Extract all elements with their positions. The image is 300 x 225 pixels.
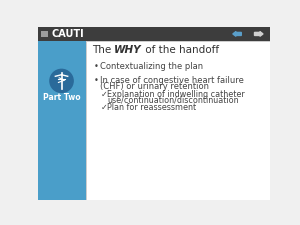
Text: ✓: ✓ [101, 90, 108, 99]
Bar [85, 41, 270, 200]
Text: use/continuation/discontinuation: use/continuation/discontinuation [107, 96, 239, 105]
Text: CAUTI: CAUTI [52, 29, 84, 39]
Text: In case of congestive heart failure: In case of congestive heart failure [100, 76, 243, 85]
Text: Explanation of indwelling catheter: Explanation of indwelling catheter [107, 90, 245, 99]
Text: Part Two: Part Two [43, 93, 80, 102]
Text: (CHF) or urinary retention: (CHF) or urinary retention [100, 82, 208, 91]
Bar [38, 41, 86, 200]
Text: WHY: WHY [114, 45, 142, 55]
Text: ✓: ✓ [101, 103, 108, 112]
Text: Contextualizing the plan: Contextualizing the plan [100, 62, 202, 71]
Text: of the handoff: of the handoff [142, 45, 219, 55]
Text: Plan for reassessment: Plan for reassessment [107, 103, 196, 112]
Circle shape [50, 69, 73, 92]
Text: The: The [92, 45, 114, 55]
Bar [38, 27, 270, 41]
Text: •: • [93, 62, 98, 71]
FancyArrow shape [254, 32, 263, 36]
Text: •: • [93, 76, 98, 85]
FancyArrow shape [233, 32, 241, 36]
